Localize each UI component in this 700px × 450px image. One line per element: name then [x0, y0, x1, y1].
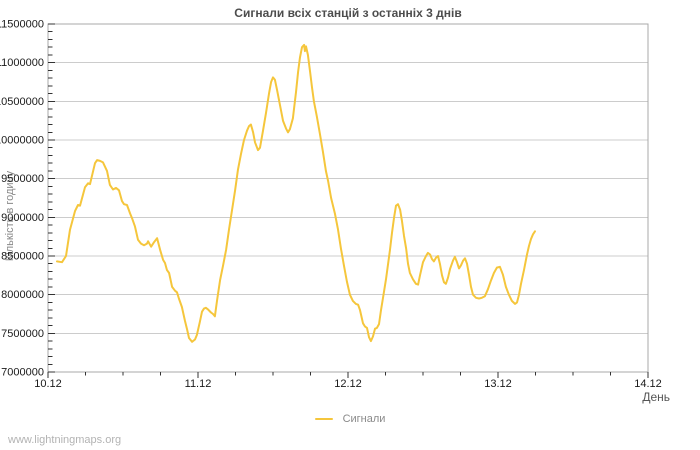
plot-border: [47, 23, 649, 373]
x-tick-label: 14.12: [634, 378, 662, 390]
x-tick-label: 10.12: [34, 378, 62, 390]
y-tick-label: 11500000: [0, 19, 44, 31]
legend-label: Сигнали: [342, 413, 386, 425]
y-tick-label: 9500000: [1, 173, 44, 185]
x-tick-label: 13.12: [484, 378, 512, 390]
watermark-text: www.lightningmaps.org: [8, 434, 122, 446]
y-tick-label: 9000000: [1, 212, 44, 224]
y-tick-label: 7000000: [1, 367, 44, 379]
y-tick-label: 11000000: [0, 57, 44, 69]
x-axis-label: День: [642, 390, 670, 404]
x-tick-label: 11.12: [185, 378, 212, 390]
y-tick-label: 10500000: [0, 96, 44, 108]
x-tick-label: 12.12: [334, 378, 362, 390]
chart-title: Сигнали всіх станцій з останніх 3 днів: [234, 6, 462, 20]
y-tick-label: 10000000: [0, 135, 44, 147]
legend-line-swatch: [314, 418, 333, 420]
series-line-Сигнали: [56, 43, 536, 343]
legend: Сигнали: [0, 413, 700, 425]
y-tick-label: 8500000: [1, 251, 44, 263]
y-tick-label: 8000000: [1, 289, 44, 301]
y-tick-label: 7500000: [1, 328, 44, 340]
